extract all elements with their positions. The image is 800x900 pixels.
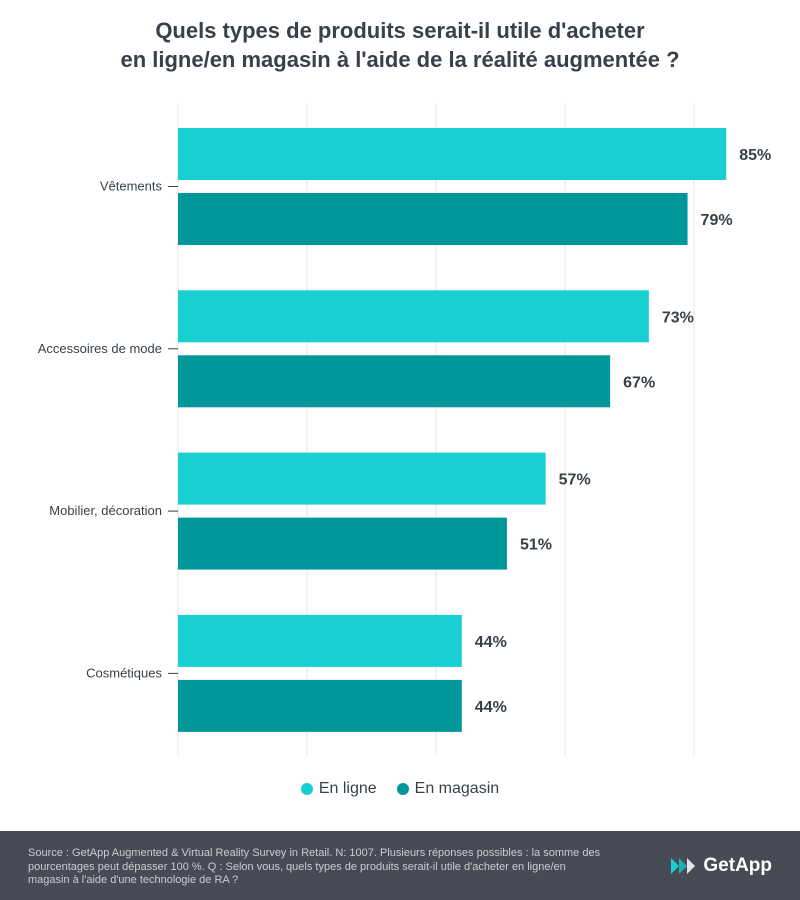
source-note: Source : GetApp Augmented & Virtual Real… xyxy=(28,847,601,886)
bar-store xyxy=(178,355,611,408)
brand-logo: GetApp xyxy=(669,855,772,877)
category-label: Mobilier, décoration xyxy=(49,503,162,518)
bar-store xyxy=(178,517,507,570)
data-label: 67% xyxy=(623,374,655,391)
bar-store xyxy=(178,193,688,245)
category-label: Accessoires de mode xyxy=(38,341,162,356)
data-label: 51% xyxy=(520,537,552,554)
title-line-2: en ligne/en magasin à l'aide de la réali… xyxy=(120,47,680,72)
bar-online xyxy=(178,614,462,667)
bar-online xyxy=(178,128,727,180)
data-label: 44% xyxy=(475,634,507,651)
brand-name: GetApp xyxy=(703,855,772,876)
data-label: 44% xyxy=(475,699,507,716)
category-label: Cosmétiques xyxy=(86,665,162,680)
legend-label-store: En magasin xyxy=(414,780,500,797)
legend-swatch-online xyxy=(300,783,313,795)
title-line-1: Quels types de produits serait-il utile … xyxy=(155,18,645,43)
legend-item-store: En magasin xyxy=(396,780,500,798)
footer: Source : GetApp Augmented & Virtual Real… xyxy=(0,831,800,900)
bar-online xyxy=(178,290,649,343)
legend: En ligne En magasin xyxy=(0,780,800,798)
legend-swatch-store xyxy=(396,783,409,795)
data-label: 79% xyxy=(701,212,733,229)
category-label: Vêtements xyxy=(100,179,163,194)
bar-chart: Vêtements 85% 79% Accessoires de mode 73% 67%… xyxy=(38,103,771,755)
bar-online xyxy=(178,452,546,505)
chart-title: Quels types de produits serait-il utile … xyxy=(0,16,800,74)
getapp-logo-icon xyxy=(671,858,696,874)
legend-item-online: En ligne xyxy=(300,780,377,798)
data-label: 57% xyxy=(559,472,591,489)
bar-store xyxy=(178,679,462,732)
data-label: 85% xyxy=(739,147,771,164)
legend-label-online: En ligne xyxy=(318,780,377,797)
data-label: 73% xyxy=(662,309,694,326)
